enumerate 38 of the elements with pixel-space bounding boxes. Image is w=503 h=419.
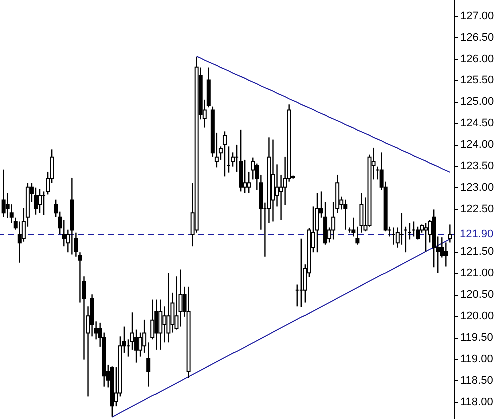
candlestick xyxy=(162,306,167,344)
y-tick-label: 120.00 xyxy=(460,310,494,323)
y-tick-label: 123.00 xyxy=(460,182,494,194)
candlestick xyxy=(356,226,360,246)
candlestick xyxy=(166,272,171,344)
candlestick xyxy=(424,222,428,252)
candlestick xyxy=(444,242,448,268)
y-tick-label: 121.00 xyxy=(460,268,494,280)
y-tick-label: 119.50 xyxy=(460,332,494,344)
y-tick-label: 124.00 xyxy=(460,139,494,152)
y-tick-label: 122.50 xyxy=(460,203,494,216)
ref-line-label: 121.90 xyxy=(460,228,494,241)
y-tick-label: 119.00 xyxy=(460,353,494,366)
y-tick-label: 127.00 xyxy=(460,10,494,22)
candlestick xyxy=(2,169,6,218)
candlestick xyxy=(344,199,348,230)
y-tick-label: 125.00 xyxy=(460,96,494,108)
y-tick-label: 118.50 xyxy=(460,374,494,387)
y-tick-label: 121.50 xyxy=(460,246,494,258)
candlestick xyxy=(222,131,227,178)
candlestick xyxy=(178,269,183,328)
y-tick-label: 126.00 xyxy=(460,53,494,66)
y-tick-label: 118.00 xyxy=(460,396,494,408)
candlestick xyxy=(243,159,248,194)
y-tick-label: 124.50 xyxy=(460,118,494,130)
candlestick xyxy=(38,188,42,214)
y-tick-label: 123.50 xyxy=(460,160,494,172)
candlestick xyxy=(158,299,163,351)
y-tick-label: 126.50 xyxy=(460,32,494,44)
line-series xyxy=(196,56,451,173)
candlestick xyxy=(448,224,452,244)
candlestick xyxy=(34,187,38,216)
candlestick xyxy=(154,299,159,351)
y-tick-label: 125.50 xyxy=(460,74,494,87)
candlestick xyxy=(360,192,364,234)
y-tick-label: 120.50 xyxy=(460,289,494,302)
candlestick xyxy=(315,192,320,254)
candlestick xyxy=(247,171,252,194)
